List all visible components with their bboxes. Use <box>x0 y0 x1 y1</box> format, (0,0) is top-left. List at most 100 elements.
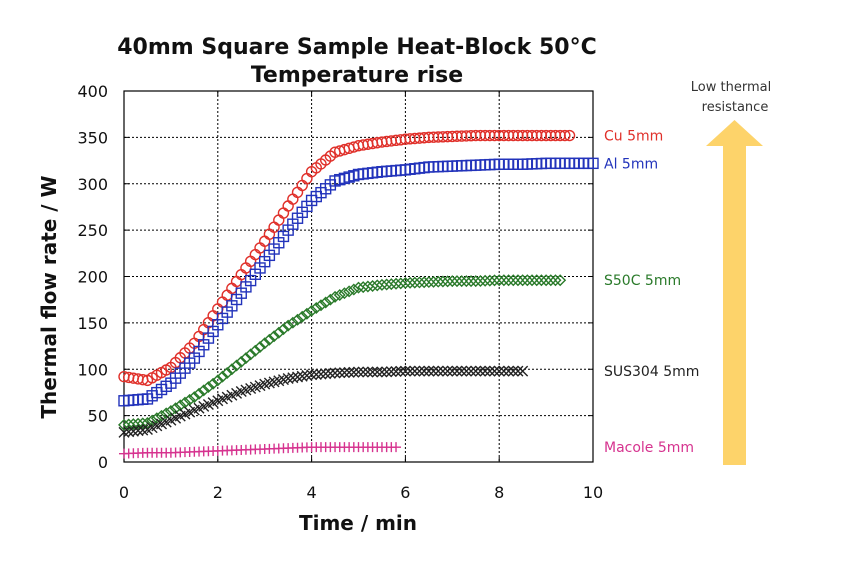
data-point <box>249 344 262 357</box>
data-point <box>502 274 515 287</box>
tick-label-y: 200 <box>77 268 108 287</box>
data-point <box>258 337 271 350</box>
data-point <box>493 365 505 377</box>
data-point <box>380 278 393 291</box>
data-point <box>287 372 299 384</box>
data-point <box>367 366 379 378</box>
data-point <box>230 275 243 288</box>
data-point <box>465 275 478 288</box>
data-point <box>296 370 308 382</box>
data-point <box>479 274 492 287</box>
data-point <box>352 281 365 294</box>
data-point <box>503 365 515 377</box>
tick-label-y: 0 <box>98 453 108 472</box>
data-point <box>428 365 440 377</box>
data-point <box>291 313 304 326</box>
data-point <box>404 365 416 377</box>
data-point <box>268 330 281 343</box>
data-point <box>470 365 482 377</box>
x-axis-title: Time / min <box>299 511 417 535</box>
data-point <box>489 365 501 377</box>
data-point <box>286 316 299 329</box>
data-point <box>427 275 440 288</box>
data-point <box>272 326 285 339</box>
data-point <box>282 319 295 332</box>
data-point <box>493 274 506 287</box>
annotation-line2: resistance <box>702 100 769 115</box>
data-point <box>390 277 403 290</box>
data-point <box>207 377 220 390</box>
x-axis-ticks: 0 2 4 6 8 10 <box>119 91 603 502</box>
data-point <box>390 365 402 377</box>
data-point <box>441 275 454 288</box>
data-point <box>375 278 388 291</box>
data-point <box>422 276 435 289</box>
data-point <box>164 404 177 417</box>
data-point <box>137 424 149 436</box>
data-point <box>334 367 346 379</box>
data-point <box>563 129 576 142</box>
data-point <box>136 417 149 430</box>
series-label: S50C 5mm <box>604 273 681 289</box>
data-point <box>310 302 323 315</box>
data-point <box>123 426 135 438</box>
data-point <box>348 366 360 378</box>
data-point <box>436 275 449 288</box>
data-point <box>127 418 140 431</box>
data-point <box>540 274 553 287</box>
data-point <box>314 299 327 312</box>
data-point <box>118 418 130 431</box>
data-point <box>451 275 463 288</box>
data-point <box>127 425 139 437</box>
data-point <box>324 293 337 306</box>
data-point <box>320 368 332 380</box>
data-point <box>474 274 487 287</box>
data-point <box>535 274 548 287</box>
data-point <box>225 363 238 376</box>
data-point <box>357 281 370 294</box>
data-point <box>385 366 397 378</box>
data-point <box>141 417 154 430</box>
data-point <box>517 365 529 377</box>
y-axis-ticks: 0 50 100 150 200 250 300 350 400 <box>77 82 593 472</box>
data-point <box>498 365 510 377</box>
data-point <box>221 366 234 379</box>
data-point <box>465 365 477 377</box>
data-point <box>446 275 459 288</box>
data-point <box>394 277 407 290</box>
data-point <box>371 366 383 378</box>
data-point <box>329 367 341 379</box>
data-point <box>507 365 519 377</box>
data-point <box>216 370 229 383</box>
y-axis-title: Thermal flow rate / W <box>37 175 61 418</box>
data-point <box>512 365 524 377</box>
tick-label-y: 250 <box>77 221 108 240</box>
data-point <box>446 365 458 377</box>
data-point <box>587 157 599 170</box>
data-point <box>526 274 539 287</box>
data-point <box>216 296 229 308</box>
data-point <box>343 366 355 378</box>
data-point <box>362 366 374 378</box>
series-square <box>118 157 599 407</box>
tick-label-y: 300 <box>77 175 108 194</box>
series-plus <box>119 442 402 459</box>
series-label: SUS304 5mm <box>604 364 699 380</box>
data-point <box>399 277 412 289</box>
data-point <box>244 348 257 361</box>
data-point <box>507 274 520 287</box>
data-point <box>296 310 309 323</box>
data-point <box>291 186 304 198</box>
data-point <box>268 221 280 233</box>
data-point <box>188 391 201 404</box>
data-point <box>479 365 491 377</box>
data-point <box>230 359 243 372</box>
data-point <box>408 276 421 289</box>
data-point <box>329 290 342 303</box>
data-point <box>324 367 336 379</box>
data-point <box>413 365 425 377</box>
data-point <box>460 365 472 377</box>
tick-label-x: 8 <box>494 483 504 502</box>
data-point <box>277 207 290 219</box>
tick-label-x: 10 <box>583 483 603 502</box>
